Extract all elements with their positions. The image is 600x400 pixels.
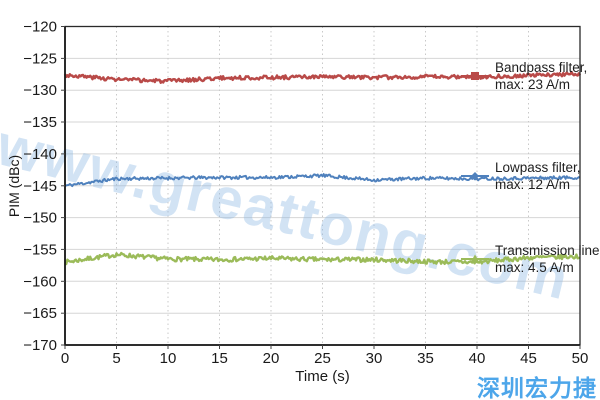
legend: Bandpass filter, max: 23 A/m Lowpass fil… (460, 0, 600, 340)
x-tick-label: 0 (61, 350, 69, 367)
tick-label-layer: 0 5 10 15 20 25 30 35 40 45 50 −120 −125 −130 −135 −140… (23, 19, 588, 368)
legend-square-marker (471, 72, 479, 80)
legend-label-line: Bandpass filter, (495, 60, 588, 75)
legend-label-line: max: 4.5 A/m (495, 260, 574, 275)
legend-marker-bandpass-icon (461, 72, 489, 80)
x-tick-label: 40 (469, 350, 486, 367)
legend-label-line: Lowpass filter, (495, 160, 581, 175)
x-tick-label: 5 (112, 350, 120, 367)
legend-label-line: Transmission line, (495, 243, 600, 258)
y-tick-label: −140 (23, 146, 57, 163)
series-line-lowpass-filter (64, 173, 581, 188)
y-tick-label: −135 (23, 114, 57, 131)
legend-item-lowpass-filter: Lowpass filter, max: 12 A/m (460, 159, 581, 193)
brand-text: 深圳宏力捷 (477, 375, 597, 400)
frame-layer (61, 25, 581, 349)
y-tick-label: −150 (23, 210, 57, 227)
series-line-transmission-line (64, 251, 581, 266)
y-tick-label: −170 (23, 337, 57, 354)
x-tick-label: 20 (263, 350, 280, 367)
x-tick-label: 30 (366, 350, 383, 367)
x-tick-label: 25 (314, 350, 331, 367)
legend-label-lowpass: Lowpass filter, max: 12 A/m (495, 159, 581, 193)
y-tick-label: −160 (23, 273, 57, 290)
legend-label-line: max: 12 A/m (495, 177, 571, 192)
y-tick-label: −165 (23, 305, 57, 322)
x-tick-label: 15 (211, 350, 228, 367)
legend-marker-lowpass-icon (461, 172, 489, 180)
legend-diamond-marker (471, 172, 479, 180)
x-axis-label: Time (s) (295, 368, 350, 385)
y-tick-label: −120 (23, 19, 57, 36)
legend-label-line: max: 23 A/m (495, 77, 571, 92)
legend-triangle-marker (470, 254, 480, 263)
y-tick-label: −125 (23, 50, 57, 67)
x-tick-label: 35 (417, 350, 434, 367)
series-line-bandpass-filter (63, 70, 582, 84)
x-tick-label: 10 (160, 350, 177, 367)
legend-marker-transmission-icon (461, 254, 489, 263)
y-axis-label: PIM (dBc) (6, 154, 22, 218)
y-tick-label: −145 (23, 178, 57, 195)
series-layer (63, 70, 582, 266)
x-tick-label: 50 (572, 350, 589, 367)
legend-item-transmission-line: Transmission line, max: 4.5 A/m (460, 242, 600, 276)
y-tick-label: −155 (23, 241, 57, 258)
legend-item-bandpass-filter: Bandpass filter, max: 23 A/m (460, 59, 587, 93)
legend-label-bandpass: Bandpass filter, max: 23 A/m (495, 59, 587, 93)
x-tick-label: 45 (520, 350, 537, 367)
legend-label-transmission: Transmission line, max: 4.5 A/m (495, 242, 600, 276)
y-tick-label: −130 (23, 82, 57, 99)
